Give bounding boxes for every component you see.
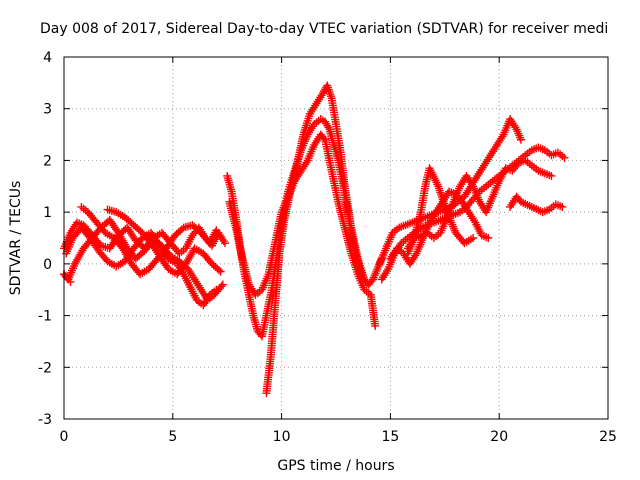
y-axis-label: SDTVAR / TECUs xyxy=(8,181,24,296)
data-point xyxy=(360,275,369,284)
y-tick-label: -2 xyxy=(38,360,52,376)
x-tick-label: 15 xyxy=(381,429,399,445)
data-point xyxy=(319,134,328,143)
x-tick-label: 20 xyxy=(490,429,508,445)
series-track-6 xyxy=(223,115,386,341)
y-tick-label: 2 xyxy=(43,153,52,169)
data-point xyxy=(217,282,226,291)
y-tick-label: -1 xyxy=(38,309,52,325)
data-point xyxy=(216,267,225,276)
series-track-4 xyxy=(77,202,221,279)
x-axis-label: GPS time / hours xyxy=(277,458,394,474)
x-tick-label: 10 xyxy=(273,429,291,445)
x-tick-label: 5 xyxy=(168,429,177,445)
series-track-3 xyxy=(62,223,221,310)
data-point xyxy=(547,171,556,180)
data-point xyxy=(371,321,380,330)
data-point xyxy=(212,226,221,235)
x-tick-label: 25 xyxy=(599,429,617,445)
y-tick-label: -3 xyxy=(38,412,52,428)
data-point xyxy=(558,202,567,211)
series-track-5 xyxy=(103,205,225,279)
data-point xyxy=(214,266,223,275)
data-point xyxy=(560,153,569,162)
y-tick-label: 0 xyxy=(43,257,52,273)
data-point xyxy=(66,277,75,286)
y-tick-label: 4 xyxy=(43,50,52,66)
y-tick-label: 1 xyxy=(43,205,52,221)
series-track-14 xyxy=(506,192,567,217)
data-point xyxy=(484,234,493,242)
data-points xyxy=(60,81,569,398)
plot-frame xyxy=(63,56,609,420)
x-tick-label: 0 xyxy=(60,429,69,445)
data-point xyxy=(469,234,478,242)
data-point xyxy=(218,280,227,289)
data-point xyxy=(324,123,333,132)
data-point xyxy=(212,285,221,294)
series-track-12 xyxy=(386,187,493,268)
series-track-13 xyxy=(403,164,478,258)
axis-ticks: 0 5 10 15 20 25 -3 -2 -1 0 1 2 3 4 xyxy=(38,50,617,445)
y-tick-label: 3 xyxy=(43,102,52,118)
series-track-8 xyxy=(262,81,369,398)
data-point xyxy=(456,195,465,204)
data-point xyxy=(516,135,525,144)
data-point xyxy=(221,239,230,248)
chart-title: Day 008 of 2017, Sidereal Day-to-day VTE… xyxy=(40,21,608,37)
